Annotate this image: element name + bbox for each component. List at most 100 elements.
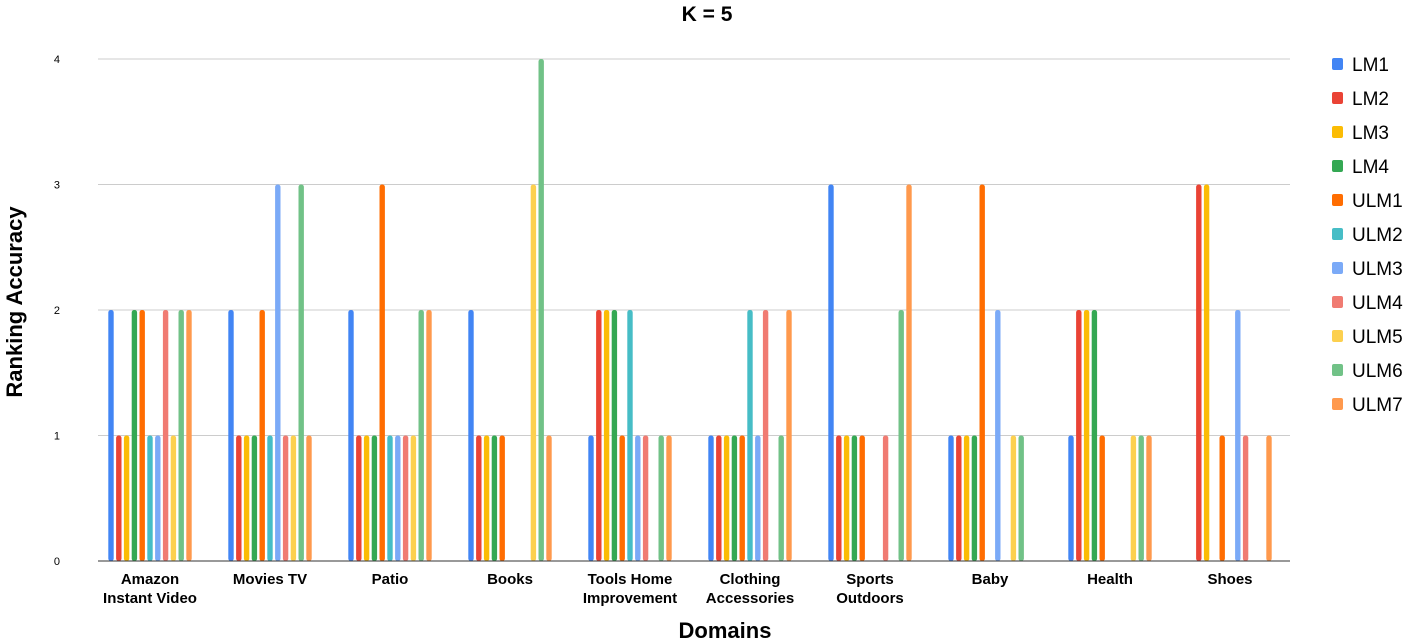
legend-swatch [1332,228,1343,240]
bar-lm4 [371,435,378,561]
bar-ulm2 [627,310,633,561]
bar-ulm3 [755,435,761,561]
legend-swatch [1332,364,1343,376]
legend-item-lm4: LM4 [1332,157,1389,178]
x-tick-label: Outdoors [836,590,904,607]
x-tick-label: Books [487,571,533,588]
bar-ulm5 [1130,435,1137,561]
x-tick-label: Sports [846,571,894,588]
legend-label: ULM6 [1352,361,1403,382]
legend-item-lm1: LM1 [1332,55,1389,76]
bar-lm3 [1083,310,1090,561]
bar-lm2 [716,435,722,561]
legend-item-ulm4: ULM4 [1332,293,1403,314]
bar-ulm5 [290,435,297,561]
legend-item-ulm5: ULM5 [1332,327,1403,348]
bar-lm4 [971,435,978,561]
bar-lm4 [251,435,258,561]
bar-lm2 [1196,184,1202,561]
legend-label: ULM1 [1352,191,1403,212]
bar-lm1 [108,310,114,561]
bar-ulm7 [306,435,312,561]
bar-lm2 [596,310,602,561]
bar-ulm2 [267,435,273,561]
bar-ulm6 [658,435,664,561]
bar-ulm6 [1138,435,1144,561]
bar-lm3 [123,435,130,561]
legend-swatch [1332,160,1343,172]
bar-lm4 [131,310,138,561]
bar-ulm6 [898,310,904,561]
legend-swatch [1332,126,1343,138]
bar-lm1 [828,184,834,561]
y-tick-labels: 0 1 2 3 4 [54,54,60,568]
bar-lm2 [356,435,362,561]
legend-item-ulm1: ULM1 [1332,191,1403,212]
bar-ulm6 [418,310,424,561]
bar-ulm4 [162,310,169,561]
bar-ulm7 [1266,435,1272,561]
chart-title: K = 5 [682,3,733,26]
legend-label: ULM5 [1352,327,1403,348]
bar-ulm5 [530,184,537,561]
legend-label: LM2 [1352,89,1389,110]
bar-lm3 [1203,184,1210,561]
bar-lm2 [116,435,122,561]
y-axis-label: Ranking Accuracy [2,206,27,398]
bar-ulm7 [186,310,192,561]
bar-ulm3 [275,184,281,561]
bar-ulm1 [259,310,265,561]
bar-lm2 [1076,310,1082,561]
x-tick-label: Health [1087,571,1133,588]
x-tick-label: Clothing [720,571,781,588]
legend-swatch [1332,296,1343,308]
x-tick-labels: Amazon Instant Video Movies TV Patio Books To… [103,571,1252,607]
x-tick-label: Shoes [1207,571,1252,588]
legend-label: LM3 [1352,123,1389,144]
bar-ulm1 [979,184,985,561]
legend-label: ULM3 [1352,259,1403,280]
bar-ulm5 [1010,435,1017,561]
bar-ulm6 [178,310,184,561]
bar-ulm1 [1219,435,1225,561]
bar-lm3 [603,310,610,561]
bar-ulm7 [546,435,552,561]
bar-lm4 [491,435,498,561]
bar-ulm6 [778,435,784,561]
bar-ulm1 [499,435,505,561]
legend-item-lm2: LM2 [1332,89,1389,110]
legend-swatch [1332,262,1343,274]
bar-lm3 [843,435,850,561]
bar-lm4 [851,435,858,561]
bar-ulm7 [1146,435,1152,561]
bar-ulm1 [1099,435,1105,561]
x-tick-label: Baby [972,571,1009,588]
y-tick-label: 4 [54,54,60,66]
bar-lm3 [363,435,370,561]
bar-ulm4 [402,435,409,561]
bar-ulm7 [666,435,672,561]
bar-lm1 [708,435,714,561]
bar-lm3 [243,435,250,561]
legend-label: LM4 [1352,157,1389,178]
legend-label: LM1 [1352,55,1389,76]
bar-ulm7 [906,184,912,561]
bar-ulm3 [1235,310,1241,561]
x-tick-label: Accessories [706,590,794,607]
bar-ulm6 [538,59,544,561]
y-tick-label: 2 [54,305,60,317]
bar-ulm4 [642,435,649,561]
bar-lm2 [836,435,842,561]
bar-ulm2 [747,310,753,561]
y-tick-label: 0 [54,556,60,568]
bar-lm3 [483,435,490,561]
bar-ulm7 [426,310,432,561]
bar-lm4 [731,435,738,561]
bar-ulm4 [1242,435,1249,561]
bar-ulm3 [635,435,641,561]
gridlines [98,58,1290,436]
bar-lm1 [948,435,954,561]
legend-swatch [1332,92,1343,104]
legend-item-ulm7: ULM7 [1332,395,1403,416]
bar-ulm4 [882,435,889,561]
